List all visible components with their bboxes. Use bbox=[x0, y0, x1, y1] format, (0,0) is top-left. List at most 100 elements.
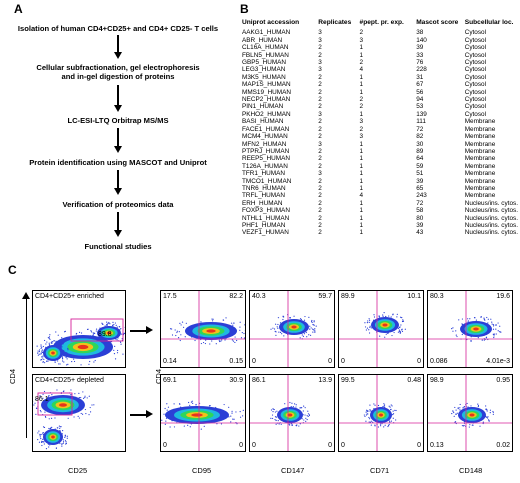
event-dot bbox=[239, 326, 241, 328]
accession-cell: PHF1_HUMAN bbox=[242, 221, 286, 229]
event-dot bbox=[303, 333, 306, 335]
quadrant-value-ul: 80.3 bbox=[430, 293, 444, 300]
event-dot bbox=[200, 428, 202, 430]
event-dot bbox=[388, 423, 390, 426]
accession-cell: PKHO2_HUMAN bbox=[242, 110, 291, 118]
event-dot bbox=[365, 414, 367, 416]
location-cell: Membrane bbox=[464, 133, 496, 141]
quadrant-value-ll: 0 bbox=[252, 358, 256, 365]
event-dot bbox=[483, 317, 485, 319]
event-dot bbox=[50, 417, 53, 419]
event-dot bbox=[166, 403, 168, 405]
quadrant-value-lr: 0 bbox=[328, 442, 332, 449]
event-dot bbox=[388, 315, 390, 317]
event-dot bbox=[55, 331, 57, 333]
quadrant-value-ll: 0 bbox=[341, 358, 345, 365]
event-dot bbox=[61, 443, 63, 445]
event-dot bbox=[42, 438, 44, 440]
event-dot bbox=[180, 324, 182, 326]
event-dot bbox=[164, 423, 166, 425]
event-dot bbox=[61, 356, 64, 358]
event-dot bbox=[270, 328, 272, 330]
event-dot bbox=[459, 407, 461, 409]
event-dot bbox=[67, 417, 69, 419]
event-dot bbox=[39, 436, 41, 438]
event-dot bbox=[379, 425, 382, 427]
accession-cell: MAP1S_HUMAN bbox=[242, 81, 291, 89]
event-dot bbox=[370, 424, 372, 426]
event-dot bbox=[59, 442, 61, 445]
event-dot bbox=[43, 358, 45, 361]
mascot-cell: 94 bbox=[416, 96, 424, 104]
event-dot bbox=[45, 448, 48, 450]
marker-x-label-cd95: CD95 bbox=[192, 466, 212, 475]
event-dot bbox=[70, 394, 72, 396]
replicates-cell: 2 bbox=[318, 96, 322, 104]
mascot-cell: 228 bbox=[416, 66, 427, 74]
event-dot bbox=[307, 410, 309, 412]
event-dot bbox=[234, 341, 236, 344]
replicates-cell: 3 bbox=[318, 110, 322, 118]
event-dot bbox=[95, 328, 98, 330]
event-dot bbox=[218, 339, 220, 341]
event-dot bbox=[493, 335, 495, 337]
event-dot bbox=[84, 408, 86, 411]
flow-step-ms: LC-ESI-LTQ Orbitrap MS/MS bbox=[67, 116, 169, 125]
event-dot bbox=[291, 402, 293, 404]
event-dot bbox=[114, 322, 117, 324]
event-dot bbox=[89, 406, 91, 409]
replicates-cell: 3 bbox=[318, 36, 322, 44]
event-dot bbox=[459, 403, 461, 406]
event-dot bbox=[63, 361, 65, 363]
mascot-cell: 80 bbox=[416, 214, 424, 222]
density-contour bbox=[287, 413, 293, 417]
event-dot bbox=[37, 438, 39, 441]
event-dot bbox=[477, 403, 479, 405]
peptides-cell: 1 bbox=[359, 184, 364, 192]
event-dot bbox=[499, 325, 501, 327]
event-dot bbox=[310, 320, 313, 322]
event-dot bbox=[390, 316, 392, 318]
event-dot bbox=[82, 397, 85, 399]
event-dot bbox=[81, 413, 84, 415]
quadrant-value-lr: 0 bbox=[328, 358, 332, 365]
event-dot bbox=[60, 425, 62, 428]
protein-table: Uniprot accession Replicates #pept. pr. … bbox=[240, 19, 520, 237]
event-dot bbox=[392, 417, 394, 419]
location-cell: Membrane bbox=[464, 125, 496, 133]
event-dot bbox=[90, 330, 92, 332]
event-dot bbox=[243, 337, 245, 339]
mascot-cell: 58 bbox=[416, 207, 424, 215]
event-dot bbox=[88, 395, 90, 397]
event-dot bbox=[107, 323, 109, 325]
event-dot bbox=[456, 412, 458, 414]
event-dot bbox=[173, 403, 175, 405]
event-dot bbox=[397, 327, 399, 330]
event-dot bbox=[50, 427, 52, 429]
col-header-mascot: Mascot score bbox=[416, 19, 459, 26]
event-dot bbox=[191, 400, 193, 402]
mascot-cell: 51 bbox=[416, 170, 424, 178]
event-dot bbox=[200, 342, 203, 345]
event-dot bbox=[277, 323, 279, 326]
event-dot bbox=[182, 326, 185, 328]
peptides-cell: 1 bbox=[359, 44, 364, 52]
event-dot bbox=[402, 320, 405, 322]
flow-step-fractionation: Cellular subfractionation, gel electroph… bbox=[36, 63, 200, 82]
event-dot bbox=[62, 343, 64, 345]
accession-cell: LEG3_HUMAN bbox=[242, 66, 286, 74]
event-dot bbox=[57, 360, 59, 362]
event-dot bbox=[230, 322, 233, 324]
event-dot bbox=[272, 327, 274, 329]
event-dot bbox=[291, 423, 293, 425]
peptides-cell: 1 bbox=[359, 177, 364, 185]
event-dot bbox=[116, 339, 118, 341]
event-dot bbox=[77, 415, 79, 418]
event-dot bbox=[100, 339, 103, 341]
event-dot bbox=[114, 345, 116, 347]
event-dot bbox=[67, 349, 69, 351]
quadrant-value-ur: 82.2 bbox=[229, 293, 243, 300]
event-dot bbox=[366, 413, 368, 415]
arrow-right-icon bbox=[146, 410, 153, 418]
event-dot bbox=[231, 412, 233, 414]
